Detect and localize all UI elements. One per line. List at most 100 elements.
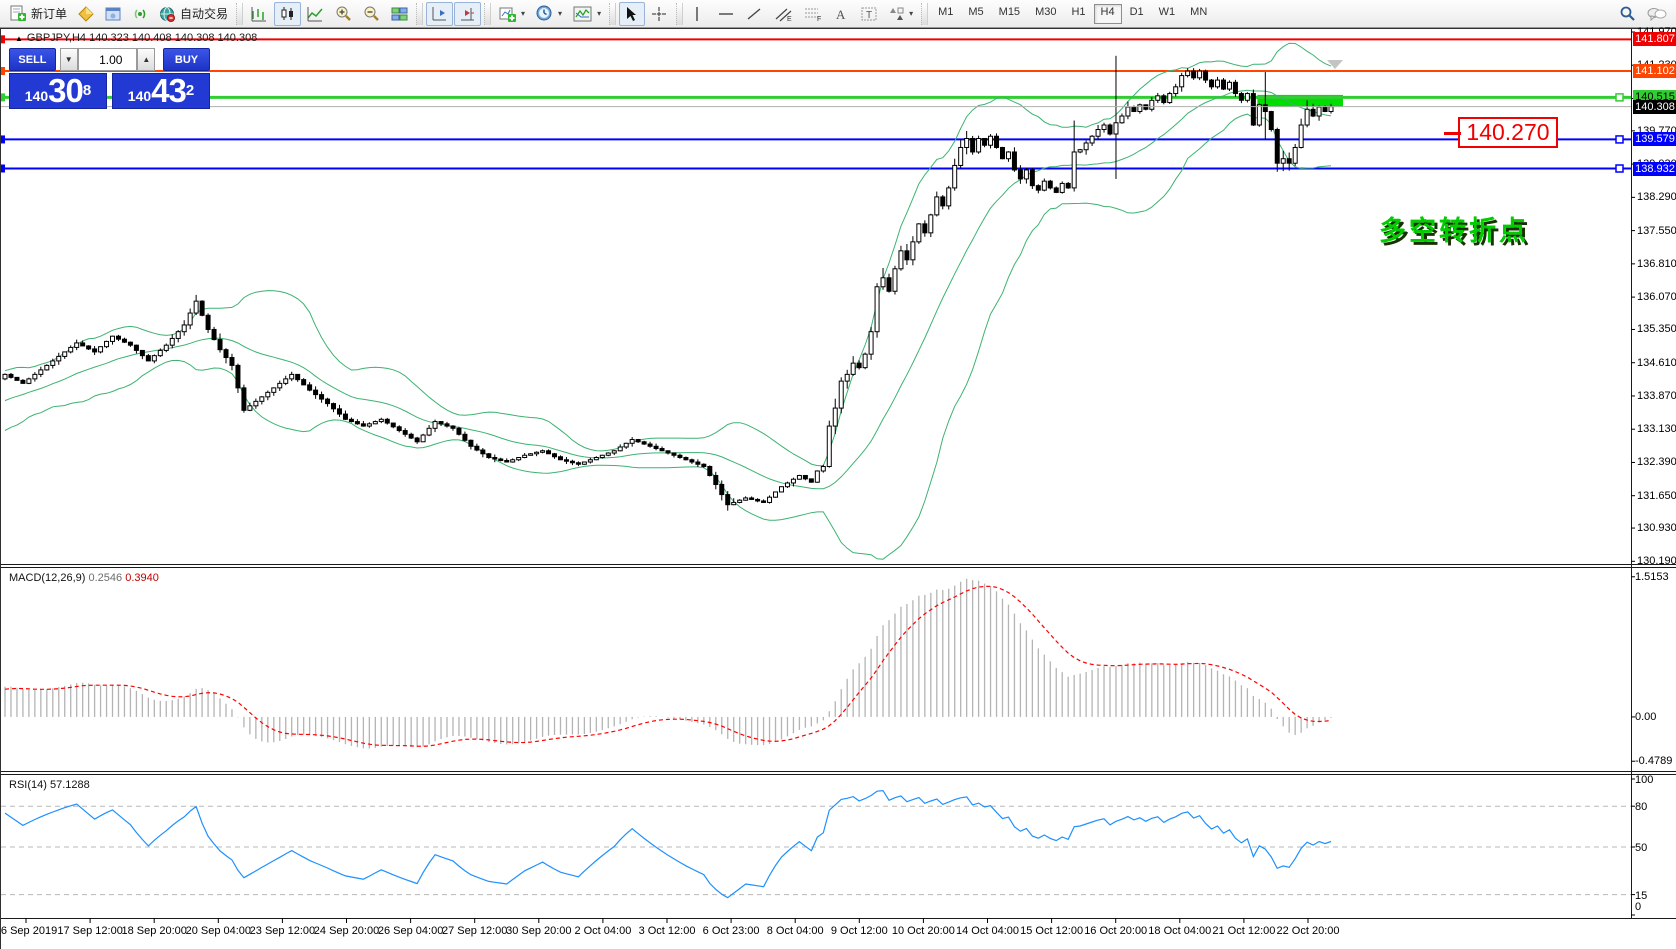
trendline-button[interactable] <box>741 2 768 26</box>
zoom-in-button[interactable] <box>330 2 357 26</box>
time-axis-label[interactable]: 30 Sep 20:00 <box>506 925 572 937</box>
text-button[interactable]: A <box>829 2 855 26</box>
hline-right-handle[interactable] <box>1615 135 1624 144</box>
macd-panel[interactable] <box>4 578 1332 749</box>
time-axis-label[interactable]: 20 Sep 04:00 <box>185 925 252 937</box>
hline-right-handle[interactable] <box>1615 93 1624 102</box>
macd-scale-label[interactable]: 1.5153 <box>1635 570 1669 583</box>
time-axis-label[interactable]: 16 Sep 2019 <box>0 925 58 937</box>
profiles-button[interactable]: ▾ <box>531 2 567 26</box>
price-tick-label[interactable]: 131.650 <box>1637 489 1676 502</box>
price-tick-label[interactable]: 133.870 <box>1637 389 1676 402</box>
shapes-button[interactable]: ▾ <box>884 2 918 26</box>
autotrading-button[interactable]: 自动交易 <box>154 2 233 26</box>
market-watch-button[interactable] <box>100 2 126 26</box>
time-axis-label[interactable]: 2 Oct 04:00 <box>574 925 632 937</box>
time-axis-label[interactable]: 9 Oct 12:00 <box>830 925 888 937</box>
hline-left-handle[interactable] <box>1 135 5 144</box>
tile-windows-button[interactable] <box>386 2 413 26</box>
time-axis-label[interactable]: 18 Oct 04:00 <box>1148 925 1212 937</box>
channel-button[interactable]: E <box>769 2 798 26</box>
buy-price-button[interactable]: 140 43 2 <box>112 73 210 109</box>
indicators-button[interactable]: ▾ <box>568 2 606 26</box>
time-axis-label[interactable]: 15 Oct 12:00 <box>1020 925 1084 937</box>
chart-shift-marker-icon[interactable] <box>1327 60 1343 69</box>
rsi-panel[interactable] <box>1 789 1631 899</box>
hline-left-handle[interactable] <box>1 35 5 44</box>
collapse-triangle-icon[interactable]: ▲ <box>15 34 23 43</box>
hline-button[interactable] <box>713 2 740 26</box>
rsi-scale-label[interactable]: 50 <box>1635 842 1648 854</box>
time-axis-label[interactable]: 23 Sep 12:00 <box>249 925 316 937</box>
price-tick-label[interactable]: 137.550 <box>1637 224 1676 237</box>
time-axis-label[interactable]: 26 Sep 04:00 <box>377 925 444 937</box>
time-axis-label[interactable]: 22 Oct 20:00 <box>1276 925 1340 937</box>
chart-candles-button[interactable] <box>274 1 302 26</box>
hline-right-handle[interactable] <box>1615 164 1624 173</box>
rsi-scale-label[interactable]: 100 <box>1635 774 1654 786</box>
price-tick-label[interactable]: 136.070 <box>1637 291 1676 304</box>
price-tick-label[interactable]: 132.390 <box>1637 456 1676 469</box>
auto-scroll-button[interactable] <box>454 1 482 26</box>
metaeditor-button[interactable] <box>73 2 99 26</box>
price-tick-label[interactable]: 136.810 <box>1637 257 1676 270</box>
new-chart-button[interactable]: ▾ <box>494 2 530 26</box>
signals-button[interactable] <box>127 2 153 26</box>
price-tag-resistance-1[interactable]: 141.807 <box>1633 32 1676 47</box>
vline-button[interactable] <box>686 2 712 26</box>
time-axis-label[interactable]: 17 Sep 12:00 <box>57 925 123 937</box>
price-tick-label[interactable]: 130.930 <box>1637 522 1676 535</box>
time-axis-label[interactable]: 14 Oct 04:00 <box>956 925 1019 937</box>
volume-decrease-button[interactable]: ▼ <box>59 48 78 71</box>
search-icon[interactable] <box>1614 2 1641 26</box>
price-tick-label[interactable]: 135.350 <box>1637 323 1676 336</box>
price-tick-label[interactable]: 134.610 <box>1637 356 1676 369</box>
chinese-annotation[interactable]: 多空转折点 <box>1379 216 1529 246</box>
time-axis-label[interactable]: 24 Sep 20:00 <box>313 925 380 937</box>
time-axis-label[interactable]: 8 Oct 04:00 <box>766 925 824 937</box>
volume-increase-button[interactable]: ▲ <box>137 48 156 71</box>
time-axis-label[interactable]: 21 Oct 12:00 <box>1212 925 1276 937</box>
timeframe-m30-button[interactable]: M30 <box>1035 5 1057 18</box>
fibonacci-button[interactable]: F <box>799 2 828 26</box>
sell-price-button[interactable]: 140 30 8 <box>9 73 107 109</box>
buy-button[interactable]: BUY <box>163 48 210 71</box>
crosshair-button[interactable] <box>646 2 673 26</box>
price-tag-resistance-2[interactable]: 141.102 <box>1633 64 1676 78</box>
time-axis-label[interactable]: 16 Oct 20:00 <box>1084 925 1148 937</box>
timeframe-h1-button[interactable]: H1 <box>1071 5 1086 18</box>
timeframe-m5-button[interactable]: M5 <box>968 5 984 18</box>
price-tick-label[interactable]: 138.290 <box>1637 191 1676 204</box>
main-chart-panel[interactable] <box>1 35 1631 560</box>
time-axis-label[interactable]: 27 Sep 12:00 <box>441 925 508 937</box>
price-tag-support-1[interactable]: 139.579 <box>1633 132 1676 147</box>
price-tick-label[interactable]: 133.130 <box>1637 423 1676 436</box>
timeframe-m1-button[interactable]: M1 <box>938 5 954 18</box>
price-tag-support-2[interactable]: 138.932 <box>1633 161 1676 176</box>
sell-button[interactable]: SELL <box>9 48 56 71</box>
volume-input[interactable]: 1.00 <box>77 48 138 71</box>
rsi-scale-label[interactable]: 15 <box>1635 889 1648 902</box>
cursor-button[interactable] <box>619 1 646 26</box>
hline-left-handle[interactable] <box>1 67 5 76</box>
timeframe-w1-button[interactable]: W1 <box>1158 5 1176 18</box>
time-axis-label[interactable]: 6 Oct 23:00 <box>702 925 760 937</box>
timeframe-h4-button[interactable]: H4 <box>1093 3 1122 24</box>
price-callout-annotation[interactable]: 140.270 <box>1444 117 1558 148</box>
rsi-scale-label[interactable]: 0 <box>1635 901 1642 913</box>
chart-line-button[interactable] <box>302 2 329 26</box>
timeframe-mn-button[interactable]: MN <box>1190 5 1208 18</box>
timeframe-d1-button[interactable]: D1 <box>1129 5 1144 18</box>
timeframe-m15-button[interactable]: M15 <box>998 5 1021 18</box>
macd-scale-label[interactable]: -0.4789 <box>1635 755 1673 768</box>
hline-left-handle[interactable] <box>1 164 5 173</box>
zoom-out-button[interactable] <box>358 2 385 26</box>
chart-bars-button[interactable] <box>246 2 273 26</box>
chat-icon[interactable] <box>1642 2 1672 26</box>
time-axis-label[interactable]: 3 Oct 12:00 <box>638 925 696 937</box>
rsi-scale-label[interactable]: 80 <box>1635 801 1648 814</box>
chart-shift-button[interactable] <box>426 1 454 26</box>
time-axis-label[interactable]: 10 Oct 20:00 <box>891 925 955 937</box>
hline-left-handle[interactable] <box>1 93 5 102</box>
price-tick-label[interactable]: 130.190 <box>1637 555 1676 568</box>
